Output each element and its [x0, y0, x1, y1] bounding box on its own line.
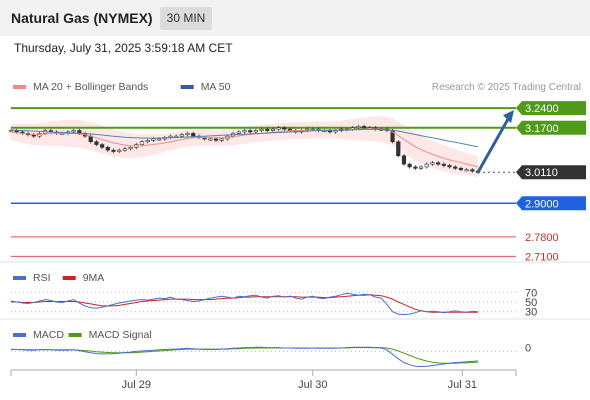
pivot-value: 2.9000 [525, 198, 559, 210]
candle-body [122, 148, 128, 151]
ma20-line [10, 128, 479, 168]
legend-label: 9MA [83, 272, 105, 284]
candle-body [356, 126, 361, 129]
candle-body [253, 130, 258, 133]
candle-body [236, 131, 241, 134]
candle-body [424, 163, 429, 168]
candle-body [145, 140, 150, 143]
rsi-level-label: 50 [525, 297, 537, 309]
candle-body [282, 127, 287, 130]
legend-label: MACD Signal [89, 329, 152, 341]
candle-body [458, 168, 464, 171]
candle-body [407, 163, 412, 168]
candle-body [100, 144, 105, 148]
legend-swatch [68, 333, 82, 337]
legend-swatch [13, 333, 26, 337]
candle-body [401, 155, 407, 165]
rsi-level-label: 70 [525, 287, 537, 299]
rsi-line [10, 292, 479, 316]
timestamp: Thursday, July 31, 2025 3:59:18 AM CET [14, 41, 233, 55]
last-tag [516, 165, 586, 180]
resistance-value: 3.1700 [525, 123, 559, 135]
x-tick-label: Jul 29 [122, 379, 151, 391]
candle-body [441, 163, 446, 166]
candle-body [179, 134, 184, 137]
forecast-arrowhead [503, 110, 514, 124]
legend-swatch [180, 85, 194, 89]
x-tick-label: Jul 31 [448, 379, 477, 391]
resistance-tag [516, 120, 586, 135]
candle-body [213, 138, 219, 141]
resistance-value: 3.2400 [525, 103, 559, 115]
candle-body [259, 128, 264, 131]
rsi-level-label: 30 [525, 307, 537, 319]
ma50-line [10, 128, 479, 148]
legend-label: MA 20 + Bollinger Bands [33, 81, 148, 93]
interval-badge[interactable]: 30 MIN [160, 7, 212, 30]
candle-body [151, 138, 156, 141]
forecast-arrow [476, 118, 510, 173]
candle-body [418, 166, 424, 169]
x-tick-label: Jul 30 [298, 379, 327, 391]
candle-body [361, 126, 367, 129]
macd-signal-line [11, 347, 479, 364]
macd-line [10, 346, 479, 368]
candle-body [447, 165, 452, 168]
candle-body [156, 138, 162, 141]
candle-body [8, 130, 14, 133]
legend-label: RSI [33, 272, 51, 284]
candle-body [94, 141, 99, 145]
legend-label: MACD [33, 329, 64, 341]
candle-body [208, 138, 213, 141]
candle-body [105, 147, 110, 151]
candle-body [248, 130, 253, 133]
candle-body [436, 162, 441, 165]
legend-swatch [13, 276, 26, 280]
support-label: 2.7800 [525, 232, 559, 244]
candle-body [413, 166, 418, 169]
candle-body [111, 149, 116, 152]
candle-body [242, 130, 247, 133]
candle-body [453, 166, 458, 169]
candle-body [430, 162, 435, 165]
candle-body [191, 133, 196, 137]
instrument-title: Natural Gas (NYMEX) [11, 10, 153, 26]
candle-body [265, 128, 270, 131]
candle-body [276, 127, 281, 130]
candle-body [139, 141, 145, 145]
last-value: 3.0110 [525, 167, 558, 179]
legend-swatch [13, 85, 26, 89]
support-label: 2.7100 [525, 251, 559, 263]
resistance-tag [516, 101, 586, 116]
candle-body [117, 149, 122, 152]
bollinger-band [11, 116, 478, 177]
candle-body [396, 141, 401, 157]
candle-body [128, 147, 133, 150]
legend-swatch [62, 276, 76, 280]
header-bar: Natural Gas (NYMEX) 30 MIN [0, 0, 590, 36]
credit-text: Research © 2025 Trading Central [432, 82, 581, 93]
candle-body [185, 133, 190, 136]
candle-body [270, 128, 276, 131]
legend-label: MA 50 [201, 81, 231, 93]
candle-body [71, 130, 76, 133]
candle-body [464, 169, 469, 172]
candle-body [470, 169, 475, 172]
pivot-tag [516, 196, 586, 211]
candle-body [219, 138, 224, 141]
macd-level-label: 0 [525, 342, 531, 354]
